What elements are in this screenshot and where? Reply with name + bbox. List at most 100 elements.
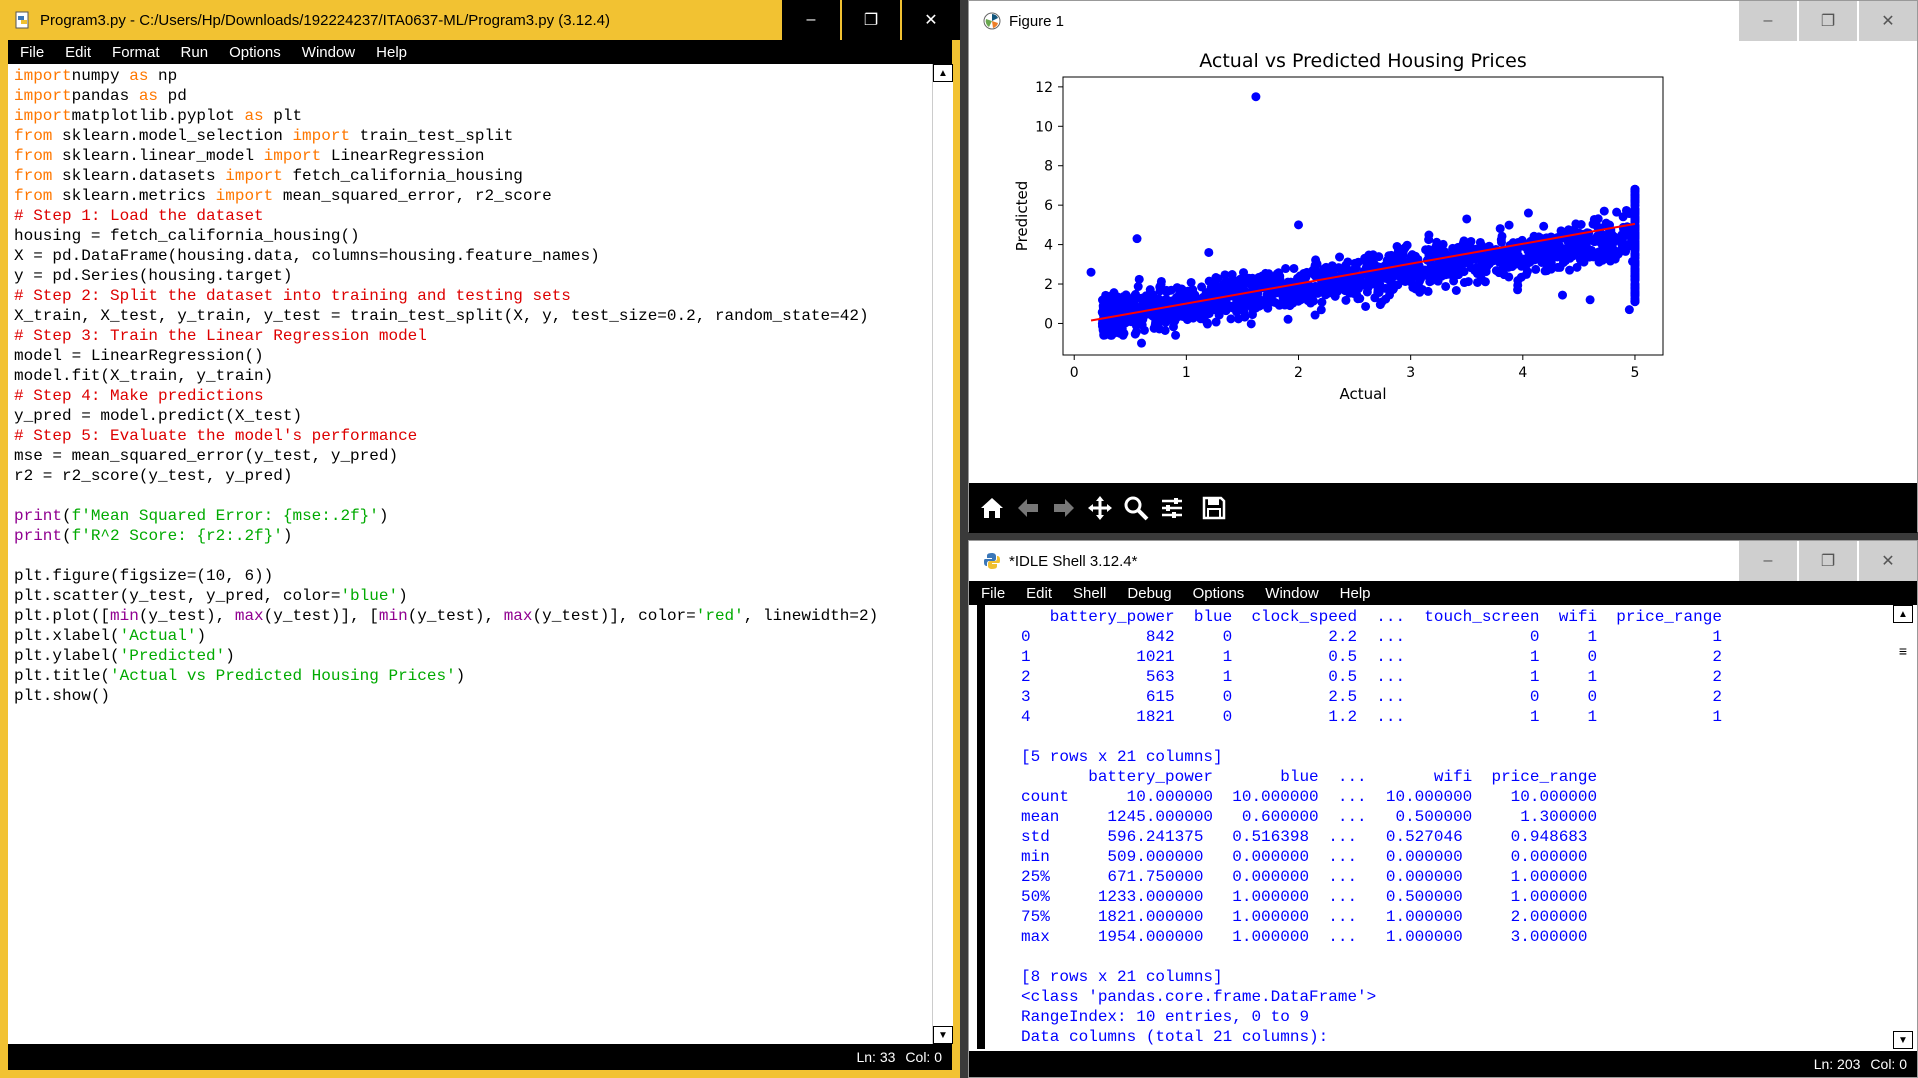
shell-output-line: std 596.241375 0.516398 ... 0.527046 0.9… — [1021, 828, 1588, 846]
shell-scrollbar[interactable]: ▲ ≡ ▼ — [1893, 605, 1913, 1049]
close-button[interactable]: ✕ — [1859, 1, 1917, 41]
back-button[interactable] — [1011, 491, 1045, 525]
code-line: print(f'Mean Squared Error: {mse:.2f}') — [14, 506, 926, 526]
pan-icon — [1088, 496, 1112, 520]
scatter-point — [1517, 261, 1527, 271]
scatter-point — [1516, 272, 1526, 282]
menu-format[interactable]: Format — [112, 43, 160, 61]
code-token: import — [263, 147, 322, 165]
minimize-button[interactable]: – — [782, 0, 840, 40]
code-token: ) — [378, 507, 389, 525]
shell-titlebar[interactable]: *IDLE Shell 3.12.4* – ❐ ✕ — [969, 541, 1917, 581]
menu-file[interactable]: File — [981, 584, 1006, 602]
code-token: f'R^2 Score: {r2:.2f}' — [71, 527, 283, 545]
menu-edit[interactable]: Edit — [65, 43, 92, 61]
shell-output-line: battery_power blue ... wifi price_range — [1021, 768, 1598, 786]
menu-edit[interactable]: Edit — [1026, 584, 1053, 602]
scatter-point — [1424, 230, 1434, 240]
editor-titlebar[interactable]: Program3.py - C:/Users/Hp/Downloads/1922… — [0, 0, 960, 40]
scatter-point — [1564, 225, 1574, 235]
forward-button[interactable] — [1047, 491, 1081, 525]
scatter-point — [1363, 283, 1373, 293]
save-button[interactable] — [1197, 491, 1231, 525]
code-editor[interactable]: importnumpy as np importpandas as pd impor… — [8, 64, 932, 1044]
code-token: from — [14, 187, 53, 205]
configure-button[interactable] — [1155, 491, 1189, 525]
close-button[interactable]: ✕ — [902, 0, 960, 40]
close-button[interactable]: ✕ — [1859, 541, 1917, 581]
scatter-point — [1496, 237, 1506, 247]
menu-shell[interactable]: Shell — [1073, 584, 1107, 602]
scatter-point — [1422, 267, 1432, 277]
scatter-point — [1251, 92, 1261, 102]
scroll-grip-icon[interactable]: ≡ — [1895, 644, 1911, 658]
code-token: ) — [398, 587, 408, 605]
scatter-point — [1248, 280, 1258, 290]
scatter-point — [1472, 277, 1482, 287]
scatter-point — [1565, 253, 1575, 263]
menu-debug[interactable]: Debug — [1127, 584, 1172, 602]
code-line: plt.ylabel('Predicted') — [14, 646, 926, 666]
scatter-point — [1086, 267, 1096, 277]
y-tick-label: 6 — [1044, 198, 1053, 214]
menu-window[interactable]: Window — [1265, 584, 1319, 602]
scatter-point — [1316, 305, 1326, 315]
home-icon — [981, 498, 1003, 518]
scatter-point — [1522, 267, 1532, 277]
code-token: # Step 1: Load the dataset — [14, 207, 264, 225]
scroll-up-icon[interactable]: ▲ — [933, 64, 953, 82]
minimize-button[interactable]: – — [1739, 1, 1797, 41]
pan-button[interactable] — [1083, 491, 1117, 525]
scatter-point — [1197, 282, 1207, 292]
scatter-point — [1133, 282, 1143, 292]
code-token: 'Predicted' — [119, 647, 226, 665]
minimize-button[interactable]: – — [1739, 541, 1797, 581]
scatter-point — [1240, 297, 1250, 307]
menu-window[interactable]: Window — [301, 43, 356, 61]
menu-help[interactable]: Help — [376, 43, 407, 61]
scatter-point — [1466, 236, 1476, 246]
scatter-point — [1113, 320, 1123, 330]
scatter-point — [1630, 195, 1640, 205]
scatter-point — [1564, 242, 1574, 252]
menu-file[interactable]: File — [20, 43, 45, 61]
menu-help[interactable]: Help — [1339, 584, 1371, 602]
maximize-button[interactable]: ❐ — [1799, 1, 1857, 41]
code-line: importnumpy as np — [14, 66, 926, 86]
code-token: housing = fetch_california_housing() — [14, 227, 360, 245]
code-line: y = pd.Series(housing.target) — [14, 266, 926, 286]
shell-output[interactable]: battery_power blue clock_speed ... touch… — [977, 605, 1893, 1049]
minimize-icon: – — [1763, 12, 1773, 29]
scroll-down-icon[interactable]: ▼ — [1893, 1031, 1913, 1049]
shell-title: *IDLE Shell 3.12.4* — [1009, 552, 1138, 570]
scatter-point — [1132, 234, 1142, 244]
y-tick-label: 4 — [1044, 238, 1053, 254]
code-token: y = pd.Series(housing.target) — [14, 267, 293, 285]
code-line: # Step 1: Load the dataset — [14, 206, 926, 226]
zoom-button[interactable] — [1119, 491, 1153, 525]
code-token: # Step 5: Evaluate the model's performan… — [14, 427, 418, 445]
scatter-point — [1630, 270, 1640, 280]
close-icon: ✕ — [924, 12, 938, 29]
menu-options[interactable]: Options — [1192, 584, 1245, 602]
minimize-icon: – — [806, 11, 816, 28]
code-token: X = pd.DataFrame(housing.data, columns=h… — [14, 247, 600, 265]
editor-scrollbar[interactable]: ▲ ▼ — [932, 64, 953, 1044]
scatter-point — [1294, 220, 1304, 230]
home-button[interactable] — [975, 491, 1009, 525]
maximize-button[interactable]: ❐ — [1799, 541, 1857, 581]
code-token: r2 = r2_score(y_test, y_pred) — [14, 467, 293, 485]
scatter-point — [1427, 275, 1437, 285]
scatter-point — [1204, 247, 1214, 257]
scatter-point — [1283, 314, 1293, 324]
scatter-point — [1589, 214, 1599, 224]
scatter-point — [1604, 251, 1614, 261]
scatter-point — [1184, 305, 1194, 315]
scroll-up-icon[interactable]: ▲ — [1893, 605, 1913, 623]
scroll-down-icon[interactable]: ▼ — [933, 1026, 953, 1044]
figure-titlebar[interactable]: Figure 1 – ❐ ✕ — [969, 1, 1917, 41]
menu-run[interactable]: Run — [180, 43, 209, 61]
maximize-button[interactable]: ❐ — [842, 0, 900, 40]
plot-canvas[interactable]: Actual vs Predicted Housing Prices 0 1 2 3 4 5… — [969, 41, 1917, 483]
menu-options[interactable]: Options — [229, 43, 281, 61]
